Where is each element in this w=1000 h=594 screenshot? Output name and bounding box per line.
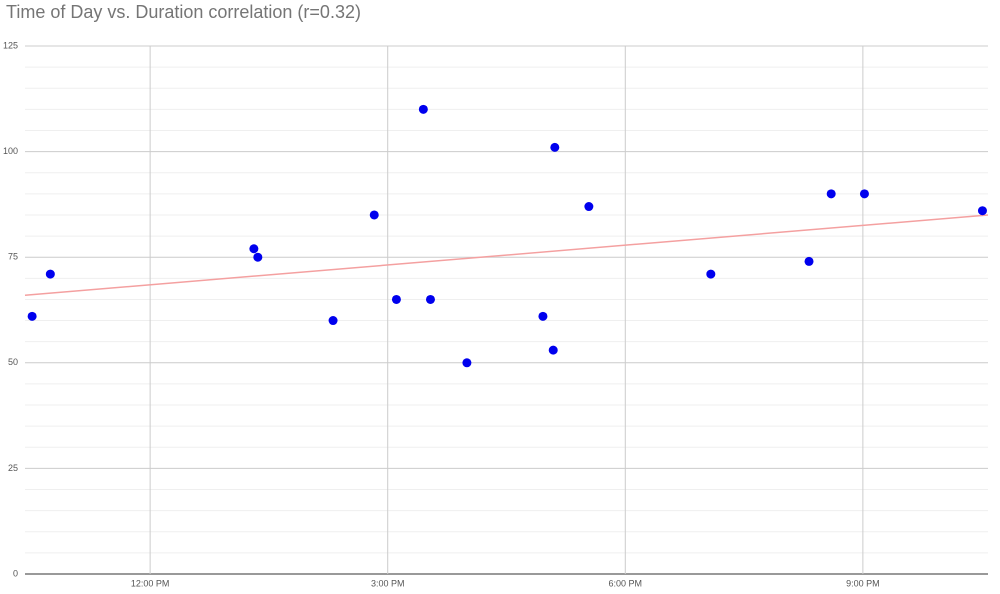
scatter-point	[977, 206, 987, 216]
chart-title: Time of Day vs. Duration correlation (r=…	[6, 2, 361, 22]
scatter-point	[538, 311, 548, 321]
scatter-point	[425, 294, 435, 304]
scatter-point	[369, 210, 379, 220]
scatter-point	[584, 202, 594, 212]
scatter-point	[249, 244, 259, 254]
scatter-point	[328, 316, 338, 326]
scatter-point	[391, 294, 401, 304]
y-tick-label: 125	[3, 40, 18, 50]
x-tick-label: 6:00 PM	[609, 578, 643, 588]
x-tick-label: 9:00 PM	[846, 578, 880, 588]
y-tick-label: 75	[8, 252, 18, 262]
scatter-point	[804, 256, 814, 266]
x-tick-label: 3:00 PM	[371, 578, 405, 588]
y-tick-label: 50	[8, 357, 18, 367]
y-tick-label: 25	[8, 463, 18, 473]
scatter-point	[27, 311, 37, 321]
scatter-point	[859, 189, 869, 199]
scatter-point	[706, 269, 716, 279]
scatter-point	[826, 189, 836, 199]
scatter-point	[462, 358, 472, 368]
x-tick-label: 12:00 PM	[131, 578, 170, 588]
scatter-point	[548, 345, 558, 355]
y-tick-label: 100	[3, 146, 18, 156]
scatter-point	[253, 252, 263, 262]
scatter-point	[550, 142, 560, 152]
scatter-point	[418, 104, 428, 114]
trendline	[24, 214, 989, 296]
scatter-point	[45, 269, 55, 279]
y-tick-label: 0	[13, 568, 18, 578]
